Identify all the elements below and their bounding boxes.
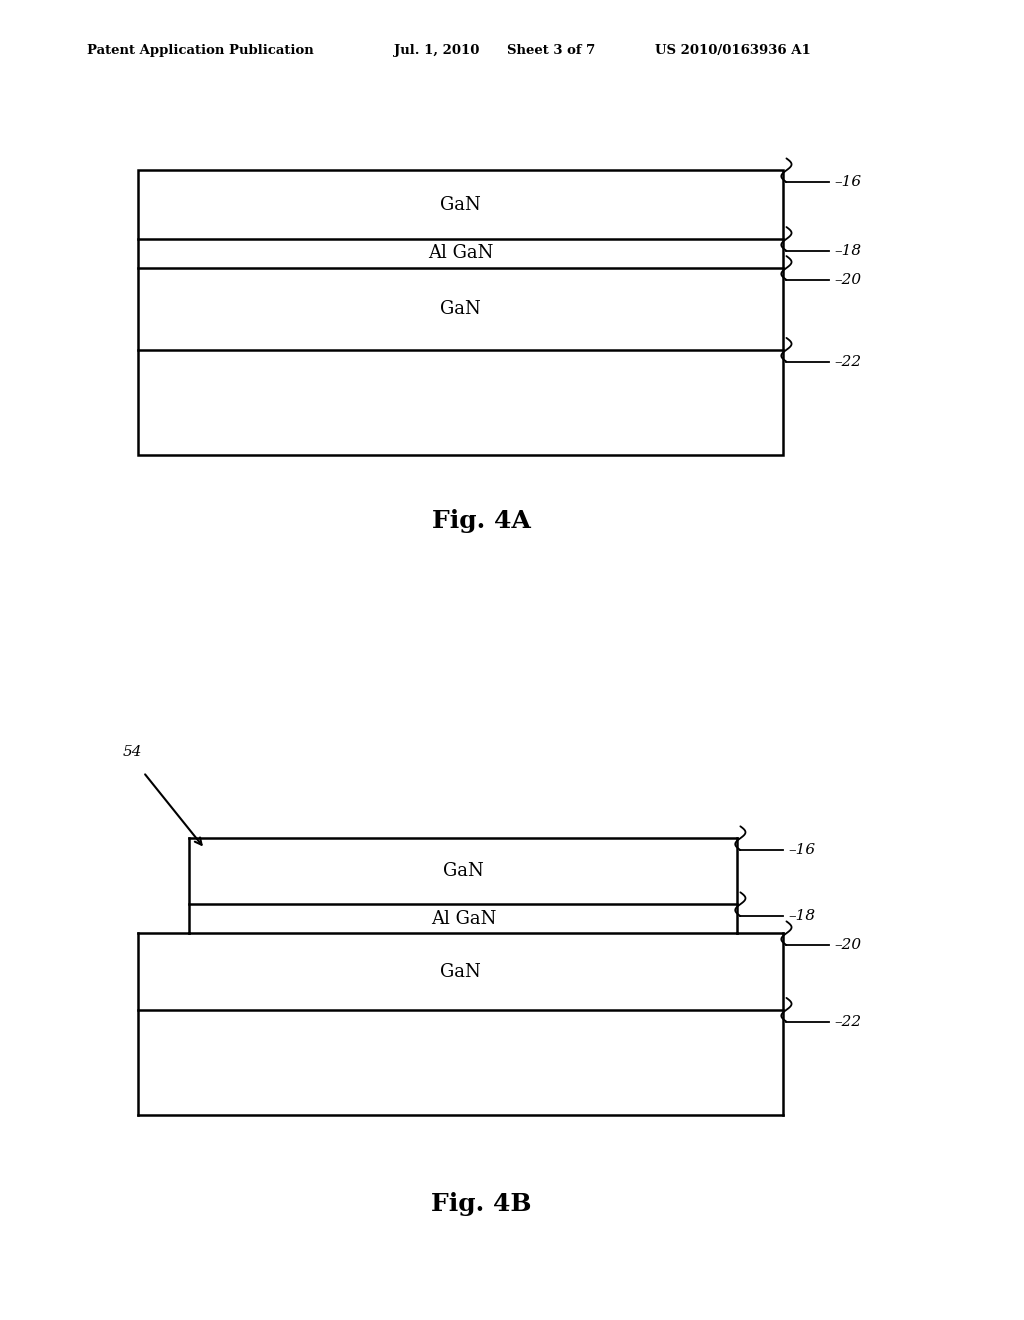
Bar (138, 170, 783, 455)
Text: GaN: GaN (440, 195, 481, 214)
Text: Patent Application Publication: Patent Application Publication (87, 44, 313, 57)
Text: 54: 54 (123, 746, 142, 759)
Text: GaN: GaN (440, 962, 481, 981)
Text: –18: –18 (788, 909, 815, 923)
Text: GaN: GaN (440, 300, 481, 318)
Bar (189, 838, 737, 933)
Text: –22: –22 (835, 1015, 861, 1028)
Bar (138, 933, 783, 1115)
Text: –20: –20 (835, 273, 861, 286)
Text: –16: –16 (835, 176, 861, 189)
Text: GaN: GaN (443, 862, 483, 880)
Text: –20: –20 (835, 939, 861, 952)
Text: Jul. 1, 2010: Jul. 1, 2010 (394, 44, 479, 57)
Text: US 2010/0163936 A1: US 2010/0163936 A1 (655, 44, 811, 57)
Text: Sheet 3 of 7: Sheet 3 of 7 (507, 44, 595, 57)
Text: Fig. 4A: Fig. 4A (432, 510, 530, 533)
Text: –22: –22 (835, 355, 861, 368)
Text: Fig. 4B: Fig. 4B (431, 1192, 531, 1216)
Text: –18: –18 (835, 244, 861, 257)
Text: –16: –16 (788, 843, 815, 857)
Text: Al GaN: Al GaN (431, 909, 496, 928)
Text: Al GaN: Al GaN (428, 244, 494, 263)
